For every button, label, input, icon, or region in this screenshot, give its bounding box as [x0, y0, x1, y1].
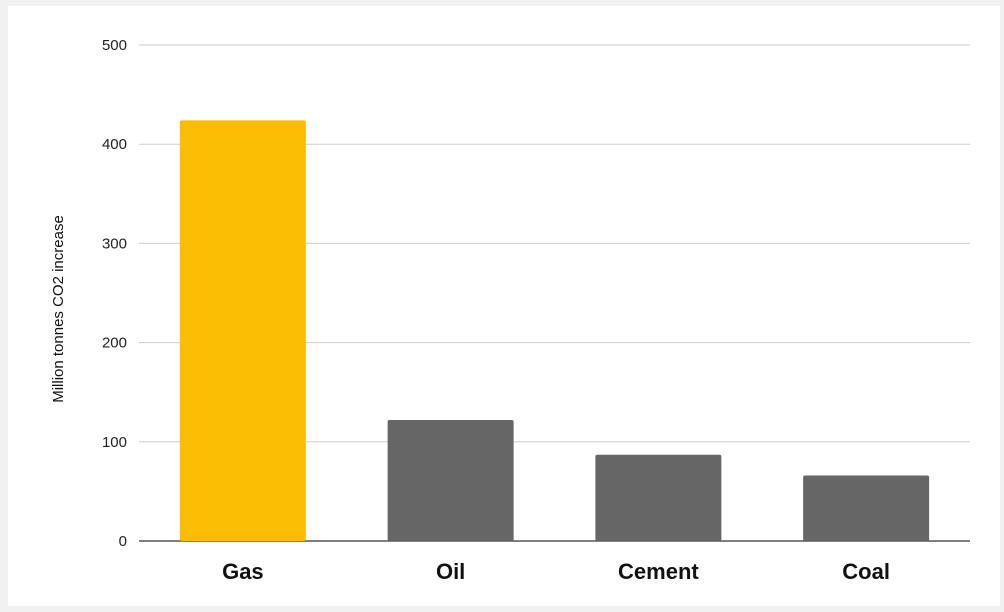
y-axis-title: Million tonnes CO2 increase	[50, 215, 67, 403]
category-label-gas: Gas	[222, 559, 264, 584]
y-tick-label: 400	[102, 136, 127, 153]
category-label-cement: Cement	[618, 559, 699, 584]
y-tick-label: 500	[102, 37, 127, 54]
bars	[179, 120, 930, 541]
bar-gas	[179, 120, 306, 541]
y-tick-label: 100	[102, 434, 127, 451]
category-label-oil: Oil	[436, 559, 465, 584]
category-label-coal: Coal	[842, 559, 890, 584]
bar-cement	[595, 454, 722, 541]
y-tick-labels: 0 100 200 300 400 500	[102, 37, 127, 550]
y-tick-label: 300	[102, 235, 127, 252]
category-labels: Gas Oil Cement Coal	[222, 559, 890, 584]
bar-oil	[387, 419, 514, 541]
y-tick-label: 0	[119, 533, 127, 550]
y-tick-label: 200	[102, 335, 127, 352]
bar-coal	[803, 475, 930, 541]
